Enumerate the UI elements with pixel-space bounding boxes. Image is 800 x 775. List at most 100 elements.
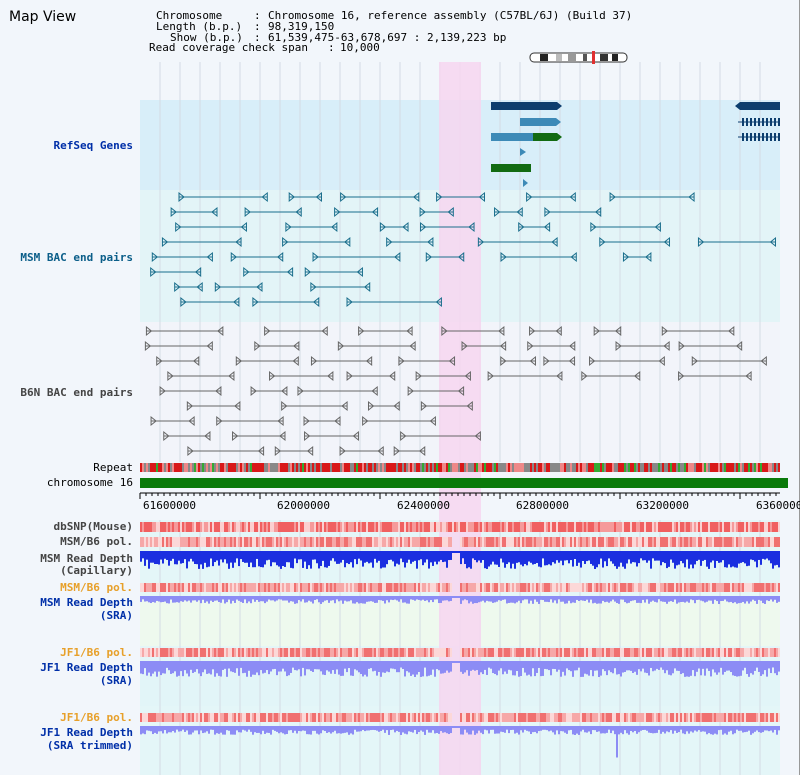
track-label-jf1-depth-trim[interactable]: JF1 Read Depth (40, 726, 133, 739)
track-label-jf1-depth-sra[interactable]: JF1 Read Depth (40, 661, 133, 674)
repeat-segment (604, 463, 606, 472)
track-label-refseq[interactable]: RefSeq Genes (53, 139, 133, 152)
density-cell (742, 648, 744, 657)
density-cell (596, 522, 598, 532)
read-depth-bar (478, 596, 480, 603)
track-label-chromosome[interactable]: chromosome 16 (46, 476, 133, 489)
repeat-segment (154, 463, 156, 472)
density-cell (590, 583, 592, 592)
read-depth-bar (754, 661, 756, 671)
density-cell (728, 522, 730, 532)
bac-end-marker (599, 236, 606, 248)
read-depth-bar (190, 551, 192, 559)
read-depth-bar (378, 726, 380, 732)
read-depth-bar (366, 726, 368, 731)
read-depth-bar (596, 596, 598, 604)
density-cell (152, 583, 154, 592)
read-depth-bar (694, 596, 696, 604)
repeat-segment (174, 463, 176, 472)
density-cell (206, 713, 208, 722)
read-depth-bar (600, 661, 602, 676)
density-cell (740, 713, 742, 722)
track-label-b6n-bac[interactable]: B6N BAC end pairs (20, 386, 133, 399)
read-depth-bar (458, 596, 460, 598)
read-depth-bar (768, 596, 770, 602)
read-depth-bar (262, 551, 264, 568)
density-cell (390, 648, 392, 657)
read-depth-bar (554, 596, 556, 601)
track-label-repeat[interactable]: Repeat (93, 461, 133, 474)
bac-end-marker (250, 385, 257, 397)
density-cell (354, 713, 356, 722)
density-cell (148, 583, 150, 592)
read-depth-bar (682, 661, 684, 674)
read-depth-bar (482, 551, 484, 561)
read-depth-bar (448, 596, 450, 602)
density-cell (284, 713, 286, 722)
repeat-segment (680, 463, 682, 472)
read-depth-bar (252, 726, 254, 735)
repeat-segment (612, 463, 614, 472)
read-depth-bar (774, 661, 776, 674)
density-cell (682, 648, 684, 657)
density-cell (502, 583, 504, 592)
track-label-jf1-b6-pol-2[interactable]: JF1/B6 pol. (60, 711, 133, 724)
bac-end-marker (339, 445, 346, 457)
repeat-segment (690, 463, 692, 472)
track-label-jf1-b6-pol-1[interactable]: JF1/B6 pol. (60, 646, 133, 659)
read-depth-bar (754, 596, 756, 601)
gene-exon (758, 133, 760, 141)
read-depth-bar (542, 551, 544, 559)
density-cell (752, 537, 754, 547)
bac-end-marker (344, 236, 351, 248)
bac-end-marker (409, 340, 416, 352)
bac-end-marker (358, 325, 365, 337)
density-cell (244, 648, 246, 657)
track-label-dbsnp[interactable]: dbSNP(Mouse) (53, 520, 133, 533)
read-depth-bar (650, 661, 652, 668)
density-cell (620, 648, 622, 657)
density-cell (742, 537, 744, 547)
density-cell (210, 583, 212, 592)
track-label-msm-bac[interactable]: MSM BAC end pairs (20, 251, 133, 264)
density-cell (606, 648, 608, 657)
track-label-msm-b6-pol-1[interactable]: MSM/B6 pol. (60, 535, 133, 548)
read-depth-bar (186, 661, 188, 674)
track-label-msm-depth-sra[interactable]: MSM Read Depth (40, 596, 133, 609)
density-cell (646, 583, 648, 592)
repeat-segment (726, 463, 728, 472)
bac-end-marker (235, 236, 242, 248)
read-depth-bar (444, 661, 446, 673)
density-cell (668, 713, 670, 722)
read-depth-bar (428, 661, 430, 676)
bac-end-marker (448, 355, 456, 367)
repeat-segment (200, 463, 202, 472)
read-depth-bar (696, 596, 698, 600)
read-depth-bar (292, 596, 294, 602)
track-label-msm-depth-cap[interactable]: MSM Read Depth (40, 552, 133, 565)
gene-feature (520, 118, 556, 126)
density-cell (400, 537, 402, 547)
density-cell (318, 648, 320, 657)
repeat-segment (438, 463, 440, 472)
density-cell (144, 583, 146, 592)
density-cell (266, 522, 268, 532)
density-cell (558, 648, 560, 657)
density-cell (526, 583, 528, 592)
read-depth-bar (428, 551, 430, 569)
repeat-segment (626, 463, 628, 472)
read-depth-bar (382, 551, 384, 568)
density-cell (420, 537, 422, 547)
read-depth-bar (302, 661, 304, 668)
read-depth-bar (688, 661, 690, 677)
read-depth-bar (326, 661, 328, 671)
read-depth-bar (408, 596, 410, 604)
read-depth-bar (426, 596, 428, 601)
density-cell (584, 648, 586, 657)
bac-end-marker (379, 221, 387, 233)
read-depth-bar (280, 661, 282, 672)
density-cell (174, 537, 176, 547)
density-cell (146, 713, 148, 722)
track-label-msm-b6-pol-2[interactable]: MSM/B6 pol. (60, 581, 133, 594)
read-depth-bar (668, 551, 670, 567)
